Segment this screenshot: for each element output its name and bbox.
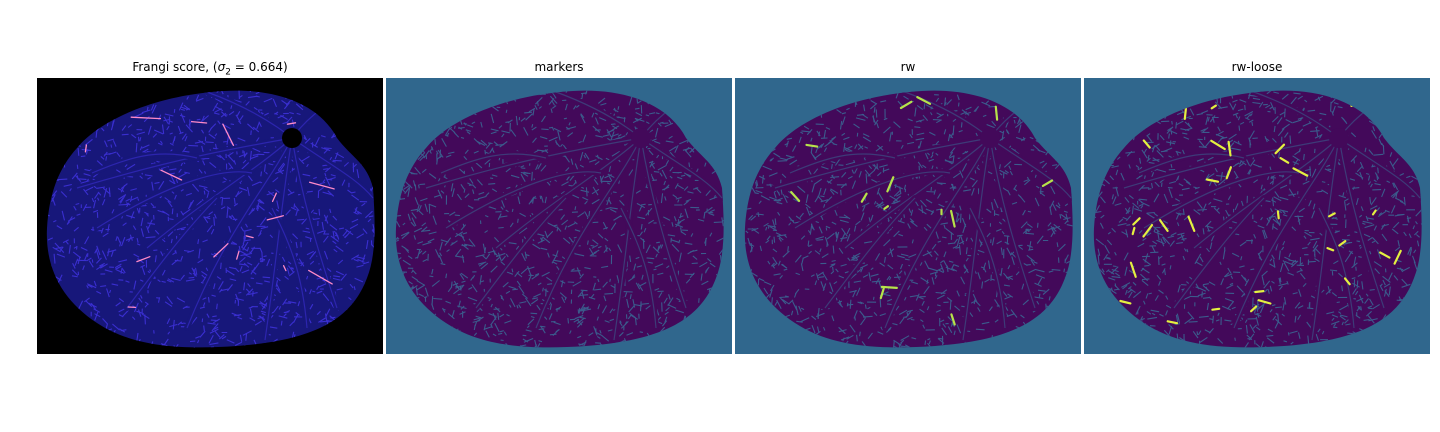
vessel-highlights — [84, 116, 335, 309]
frangi-title-suffix: = 0.664) — [230, 60, 288, 74]
rw-panel-title: rw — [900, 60, 916, 74]
sigma-symbol: σ — [217, 60, 226, 74]
markers-panel-title: markers — [534, 60, 584, 74]
frangi-panel-title: Frangi score, (σ2 = 0.664) — [37, 60, 383, 77]
vessel-highlights — [1113, 101, 1402, 325]
rw-loose-panel-title: rw-loose — [1231, 60, 1283, 74]
markers-canvas — [386, 78, 732, 354]
frangi-title-prefix: Frangi score, ( — [132, 60, 218, 74]
markers-image — [386, 78, 732, 354]
retina-texture — [1093, 90, 1422, 348]
rw-canvas — [735, 78, 1081, 354]
rw-image — [735, 78, 1081, 354]
rw-loose-image — [1084, 78, 1430, 354]
rw-loose-canvas — [1084, 78, 1430, 354]
frangi-score-canvas — [37, 78, 383, 354]
vessel-highlights — [790, 96, 1054, 326]
frangi-score-image — [37, 78, 383, 354]
sigma-subscript: 2 — [225, 67, 231, 78]
